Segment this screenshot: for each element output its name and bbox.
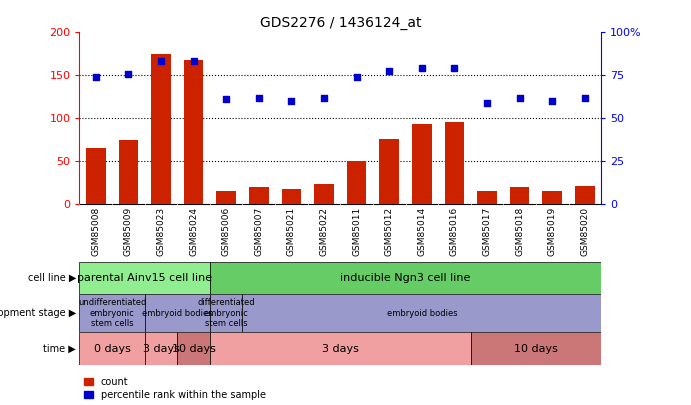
Text: development stage ▶: development stage ▶ bbox=[0, 308, 76, 318]
Text: time ▶: time ▶ bbox=[44, 343, 76, 354]
Text: GSM85020: GSM85020 bbox=[580, 207, 589, 256]
Bar bbox=[79, 332, 144, 365]
Bar bbox=[178, 332, 210, 365]
Point bbox=[384, 68, 395, 74]
Text: GSM85016: GSM85016 bbox=[450, 207, 459, 256]
Text: GSM85019: GSM85019 bbox=[548, 207, 557, 256]
Text: embryoid bodies: embryoid bodies bbox=[142, 309, 213, 318]
Text: GSM85014: GSM85014 bbox=[417, 207, 426, 256]
Text: GSM85011: GSM85011 bbox=[352, 207, 361, 256]
Text: undifferentiated
embryonic
stem cells: undifferentiated embryonic stem cells bbox=[78, 298, 146, 328]
Bar bbox=[412, 124, 432, 204]
Point bbox=[449, 65, 460, 72]
Bar bbox=[119, 140, 138, 204]
Legend: count, percentile rank within the sample: count, percentile rank within the sample bbox=[84, 377, 266, 400]
Bar bbox=[86, 148, 106, 204]
Text: 10 days: 10 days bbox=[171, 343, 216, 354]
Bar bbox=[243, 294, 601, 332]
Text: differentiated
embryonic
stem cells: differentiated embryonic stem cells bbox=[198, 298, 255, 328]
Text: cell line ▶: cell line ▶ bbox=[28, 273, 76, 283]
Bar bbox=[210, 294, 243, 332]
Point bbox=[547, 98, 558, 104]
Point bbox=[220, 96, 231, 102]
Bar bbox=[184, 60, 203, 204]
Bar bbox=[144, 294, 210, 332]
Text: GSM85023: GSM85023 bbox=[156, 207, 165, 256]
Bar bbox=[210, 332, 471, 365]
Text: GSM85007: GSM85007 bbox=[254, 207, 263, 256]
Point bbox=[123, 70, 134, 77]
Text: GSM85008: GSM85008 bbox=[91, 207, 100, 256]
Text: 0 days: 0 days bbox=[94, 343, 131, 354]
Bar bbox=[282, 190, 301, 204]
Title: GDS2276 / 1436124_at: GDS2276 / 1436124_at bbox=[260, 16, 421, 30]
Point bbox=[188, 58, 199, 64]
Text: GSM85024: GSM85024 bbox=[189, 207, 198, 256]
Bar bbox=[444, 122, 464, 204]
Point bbox=[351, 74, 362, 80]
Bar bbox=[314, 184, 334, 204]
Text: GSM85018: GSM85018 bbox=[515, 207, 524, 256]
Text: 3 days: 3 days bbox=[322, 343, 359, 354]
Bar bbox=[510, 187, 529, 204]
Text: GSM85012: GSM85012 bbox=[385, 207, 394, 256]
Text: GSM85022: GSM85022 bbox=[319, 207, 328, 256]
Text: 3 days: 3 days bbox=[142, 343, 180, 354]
Bar bbox=[542, 191, 562, 204]
Bar bbox=[216, 191, 236, 204]
Point bbox=[482, 100, 493, 106]
Bar bbox=[210, 262, 601, 294]
Text: GSM85017: GSM85017 bbox=[482, 207, 491, 256]
Point bbox=[579, 94, 590, 101]
Text: parental Ainv15 cell line: parental Ainv15 cell line bbox=[77, 273, 212, 283]
Bar bbox=[575, 186, 595, 204]
Bar bbox=[249, 187, 269, 204]
Bar bbox=[347, 161, 366, 204]
Bar bbox=[79, 262, 210, 294]
Text: GSM85006: GSM85006 bbox=[222, 207, 231, 256]
Text: GSM85009: GSM85009 bbox=[124, 207, 133, 256]
Point bbox=[514, 95, 525, 102]
Text: 10 days: 10 days bbox=[514, 343, 558, 354]
Point bbox=[286, 98, 297, 104]
Bar bbox=[151, 54, 171, 204]
Text: GSM85021: GSM85021 bbox=[287, 207, 296, 256]
Point bbox=[91, 74, 102, 80]
Text: inducible Ngn3 cell line: inducible Ngn3 cell line bbox=[341, 273, 471, 283]
Point bbox=[319, 94, 330, 101]
Point bbox=[254, 94, 265, 101]
Bar bbox=[79, 294, 144, 332]
Bar bbox=[379, 139, 399, 204]
Text: embryoid bodies: embryoid bodies bbox=[386, 309, 457, 318]
Bar bbox=[471, 332, 601, 365]
Bar bbox=[144, 332, 178, 365]
Bar bbox=[477, 191, 497, 204]
Point bbox=[416, 64, 427, 71]
Point bbox=[155, 58, 167, 64]
